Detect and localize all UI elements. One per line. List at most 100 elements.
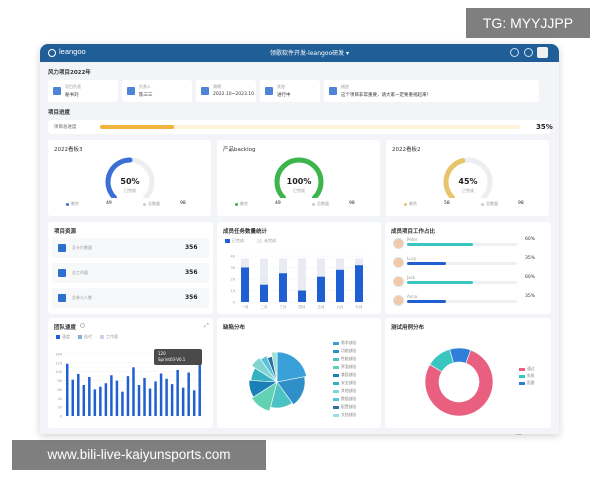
remaining-dot xyxy=(404,203,407,206)
velocity-bar xyxy=(99,386,102,416)
resource-icon xyxy=(58,269,66,277)
info-value: 2022.10~2023.10 xyxy=(213,92,254,97)
velocity-bar xyxy=(143,377,146,416)
progress-section-title: 项目进度 xyxy=(48,110,71,116)
velocity-legend-swatch xyxy=(100,335,104,339)
task-stats-card: 成员任务数量统计 已完成 未完成 0 10 20 30 40 一月 二月 三月 四月 五月 六月 七月 xyxy=(217,222,381,314)
member-percent: 35% xyxy=(525,256,536,261)
x-tick-label: 五月 xyxy=(318,304,325,309)
bar-done xyxy=(279,273,287,302)
remaining-label: 剩余 xyxy=(240,201,248,206)
member-avatar xyxy=(393,238,404,249)
user-avatar[interactable] xyxy=(537,47,548,58)
y-tick-label: 140 xyxy=(55,353,62,357)
bar-todo xyxy=(260,258,268,302)
y-tick-label: 20 xyxy=(58,406,62,410)
velocity-bar xyxy=(82,385,86,416)
defect-slice xyxy=(251,381,278,412)
project-switcher[interactable]: 领歌软件开发-leangoo研发 ▾ xyxy=(270,50,350,57)
member-name: Jack xyxy=(407,275,416,280)
member-bar-fill xyxy=(407,243,473,246)
velocity-legend-swatch xyxy=(56,335,60,339)
defect-pie-chart xyxy=(248,351,307,412)
top-bar: leangoo 领歌软件开发-leangoo研发 ▾ xyxy=(40,44,559,62)
member-name: Anna xyxy=(407,294,418,299)
member-work-card: 成员项目工作占比 Peter 60% Lucy 35% Jack 60% Anna 35% xyxy=(385,222,551,314)
test-slice xyxy=(424,349,494,417)
remaining-label: 剩余 xyxy=(409,201,417,206)
velocity-bar xyxy=(159,373,163,416)
edit-icon xyxy=(329,87,337,95)
velocity-bar xyxy=(187,372,190,416)
velocity-bar xyxy=(66,363,69,416)
defect-legend-label: 数据缺陷 xyxy=(341,396,357,401)
user-icon xyxy=(127,87,135,95)
defect-legend-swatch xyxy=(333,374,339,377)
info-label: 负责人 xyxy=(139,84,151,89)
info-label: 描述 xyxy=(341,84,349,89)
test-legend-swatch xyxy=(519,382,525,385)
gauge-chart xyxy=(274,157,324,198)
gauge-sub: 已完成 xyxy=(462,188,474,193)
y-tick-label: 80 xyxy=(58,379,62,383)
gauge-sub: 已完成 xyxy=(293,188,305,193)
expand-icon[interactable]: ⤢ xyxy=(204,322,209,329)
notification-icon[interactable] xyxy=(524,48,533,57)
progress-label: 项目总进度 xyxy=(54,125,77,130)
project-info-card: 描述 这个项目非常重要，请大家一定要重视起来！ xyxy=(324,80,539,102)
test-legend-label: 失败 xyxy=(527,373,535,378)
velocity-legend-label: 迭代 xyxy=(84,334,92,339)
velocity-bar xyxy=(115,380,119,416)
resource-label: 总工作量 xyxy=(72,270,88,275)
info-value: 进行中 xyxy=(277,93,291,98)
gauge-arc xyxy=(443,158,466,198)
defect-title: 缺陷分布 xyxy=(223,325,246,331)
defect-legend-label: 文档缺陷 xyxy=(341,412,357,417)
remaining-value: 49 xyxy=(106,201,112,206)
y-tick-label: 0 xyxy=(233,301,235,305)
progress-card: 项目总进度 35% xyxy=(48,120,553,134)
info-icon[interactable] xyxy=(80,323,85,328)
info-value: 秘书刘 xyxy=(65,93,79,98)
resource-row: 总工作量 356 xyxy=(52,263,209,283)
bar-done xyxy=(355,265,363,302)
resource-label: 及卡片数量 xyxy=(72,245,92,250)
gauge-chart xyxy=(105,157,155,198)
bar-done xyxy=(336,269,344,302)
member-work-title: 成员项目工作占比 xyxy=(391,229,436,235)
defect-legend-swatch xyxy=(333,414,339,417)
velocity-tooltip: 120 Sprint03-V0.1 xyxy=(154,349,202,365)
info-label: 状态 xyxy=(277,84,285,89)
total-value: 98 xyxy=(180,201,186,206)
legend-todo-swatch xyxy=(257,239,262,243)
defect-slice xyxy=(271,351,278,383)
gauge-percent: 100% xyxy=(286,177,312,186)
velocity-card: 团队速度 ⤢ 140 120 100 80 60 40 20 0 120 Sprint03-V… xyxy=(48,318,213,428)
velocity-bar xyxy=(132,367,135,416)
defect-legend-swatch xyxy=(333,398,339,401)
gauge-card: 产品backlog 100% 已完成 剩余 49 总数量 98 xyxy=(217,140,380,216)
resource-value: 356 xyxy=(185,269,198,276)
project-name: 风力项目2022年 xyxy=(48,70,91,76)
total-dot xyxy=(312,203,315,206)
folder-icon xyxy=(53,87,61,95)
defect-legend-swatch xyxy=(333,406,339,409)
help-icon[interactable] xyxy=(510,48,519,57)
bar-done xyxy=(241,267,249,302)
member-percent: 60% xyxy=(525,275,536,280)
velocity-bar xyxy=(77,373,80,416)
velocity-bar xyxy=(88,377,91,416)
test-title: 测试用例分布 xyxy=(391,325,425,331)
defect-slice xyxy=(260,355,278,383)
y-tick-label: 10 xyxy=(231,289,235,293)
defect-legend-swatch xyxy=(333,382,339,385)
defect-legend-swatch xyxy=(333,390,339,393)
bar-todo xyxy=(298,258,306,302)
y-tick-label: 60 xyxy=(58,388,62,392)
gauge-card: 2022看板2 45% 已完成 剩余 58 总数量 98 xyxy=(386,140,549,216)
defect-slice xyxy=(276,351,307,383)
test-legend-label: 阻塞 xyxy=(527,380,535,385)
velocity-bar xyxy=(192,390,196,416)
member-name: Lucy xyxy=(407,256,417,261)
defect-legend-swatch xyxy=(333,342,339,345)
